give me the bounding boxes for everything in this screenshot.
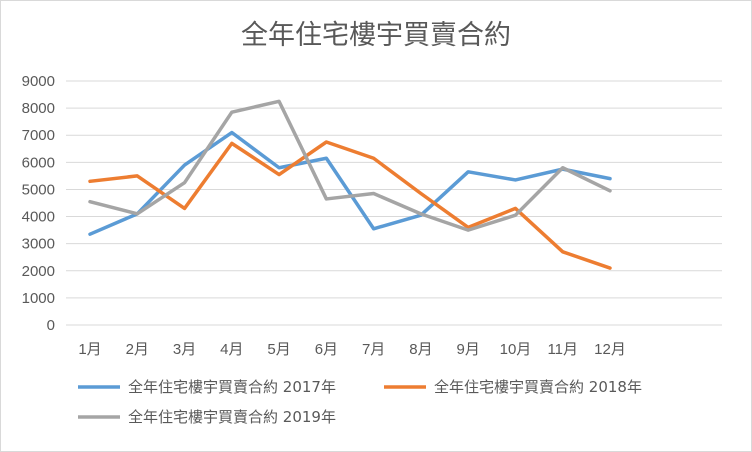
- y-tick-label: 2000: [22, 263, 55, 280]
- legend-item-1: 全年住宅樓宇買賣合約 2018年: [384, 378, 642, 396]
- series-line-1: [88, 140, 612, 270]
- y-tick-label: 7000: [22, 127, 55, 144]
- x-tick-label: 10月: [500, 341, 532, 358]
- legend-item-0: 全年住宅樓宇買賣合約 2017年: [78, 378, 336, 396]
- y-tick-label: 4000: [22, 209, 55, 226]
- x-tick-label: 7月: [362, 341, 385, 358]
- x-tick-label: 2月: [126, 341, 149, 358]
- gridlines: [66, 80, 722, 326]
- x-tick-label: 11月: [547, 341, 578, 358]
- y-tick-label: 9000: [22, 73, 55, 90]
- y-tick-label: 0: [47, 317, 55, 334]
- x-tick-label: 8月: [409, 341, 432, 358]
- legend-label: 全年住宅樓宇買賣合約 2019年: [128, 408, 336, 426]
- x-axis-ticks: 1月 2月 3月 4月 5月 6月 7月 8月 9月 10月 11月 12月: [78, 341, 626, 358]
- x-tick-label: 9月: [457, 341, 480, 358]
- y-axis-ticks: 0 1000 2000 3000 4000 5000 6000 7000 8000 9000: [22, 73, 55, 334]
- x-tick-label: 3月: [173, 341, 196, 358]
- y-tick-label: 8000: [22, 100, 55, 117]
- x-tick-label: 1月: [78, 341, 101, 358]
- y-tick-label: 3000: [22, 236, 55, 253]
- chart-title: 全年住宅樓宇買賣合約: [241, 20, 511, 51]
- y-tick-label: 1000: [22, 290, 55, 307]
- x-tick-label: 5月: [267, 341, 290, 358]
- legend: 全年住宅樓宇買賣合約 2017年 全年住宅樓宇買賣合約 2018年全年住宅樓宇買賣…: [78, 378, 642, 426]
- y-tick-label: 5000: [22, 181, 55, 198]
- y-tick-label: 6000: [22, 154, 55, 171]
- x-tick-label: 12月: [594, 341, 626, 358]
- legend-label: 全年住宅樓宇買賣合約 2018年: [434, 378, 642, 396]
- x-tick-label: 6月: [315, 341, 338, 358]
- series-line-0: [88, 130, 612, 236]
- x-tick-label: 4月: [220, 341, 243, 358]
- series-lines: [88, 99, 612, 270]
- legend-label: 全年住宅樓宇買賣合約 2017年: [128, 378, 336, 396]
- legend-item-2: 全年住宅樓宇買賣合約 2019年: [78, 408, 336, 426]
- series-line-2: [88, 99, 612, 232]
